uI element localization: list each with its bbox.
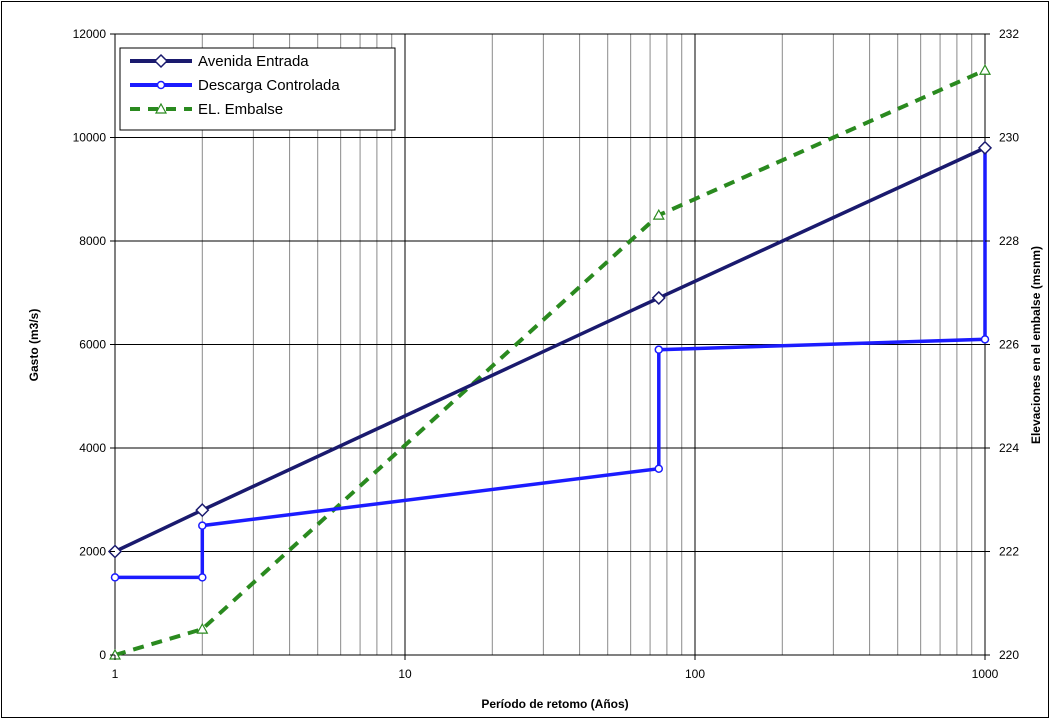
y-tick-label: 10000 [73,131,107,145]
legend-label: EL. Embalse [198,101,283,118]
legend-swatch-marker [153,53,169,69]
x-axis-label: Período de retomo (Años) [481,697,628,711]
legend-swatch-marker [156,80,166,90]
y2-tick-label: 232 [999,27,1019,41]
y-axis-label: Gasto (m3/s) [27,309,41,382]
data-point-marker [977,140,993,155]
data-point-marker [196,622,209,634]
data-point-marker [978,63,992,75]
series-el-embalse [108,63,992,660]
grid [115,34,985,655]
x-tick-label: 10 [398,667,412,681]
data-point-marker [110,573,120,582]
series-line [115,147,987,580]
y-tick-label: 12000 [73,27,107,41]
legend-swatch-marker [154,102,168,114]
y-tick-label: 8000 [79,234,106,248]
y-tick-label: 0 [99,648,106,662]
series-layer [107,63,993,660]
data-point-marker [654,345,664,354]
legend-label: Descarga Controlada [198,77,340,94]
y2-tick-label: 222 [999,545,1019,559]
x-tick-label: 100 [685,667,705,681]
y2-tick-label: 224 [999,441,1019,455]
data-point-marker [654,464,664,473]
y2-tick-label: 220 [999,648,1019,662]
y-tick-label: 2000 [79,545,106,559]
series-descarga-controlada [110,143,990,582]
data-point-marker [198,521,207,530]
y2-tick-label: 230 [999,131,1019,145]
legend: Avenida Entrada Descarga Controlada EL. Em… [119,47,396,131]
x-tick-label: 1 [112,667,119,681]
data-point-marker [195,503,210,518]
y2-tick-label: 228 [999,234,1019,248]
tick-labels: 0 2000 4000 6000 8000 10000 12000 220 222 224 226 2… [73,27,1020,681]
y-tick-label: 6000 [79,338,106,352]
x-tick-label: 1000 [972,667,999,681]
y2-axis-label: Elevaciones en el embalse (msnm) [1029,246,1043,444]
y2-tick-label: 226 [999,338,1019,352]
legend-label: Avenida Entrada [198,53,309,70]
series-line [114,146,986,554]
data-point-marker [980,335,990,344]
data-point-marker [652,208,665,220]
data-point-marker [651,290,666,305]
series-avenida-entrada [107,140,993,559]
data-point-marker [198,573,207,582]
series-line [114,68,986,657]
y-tick-label: 4000 [79,441,106,455]
